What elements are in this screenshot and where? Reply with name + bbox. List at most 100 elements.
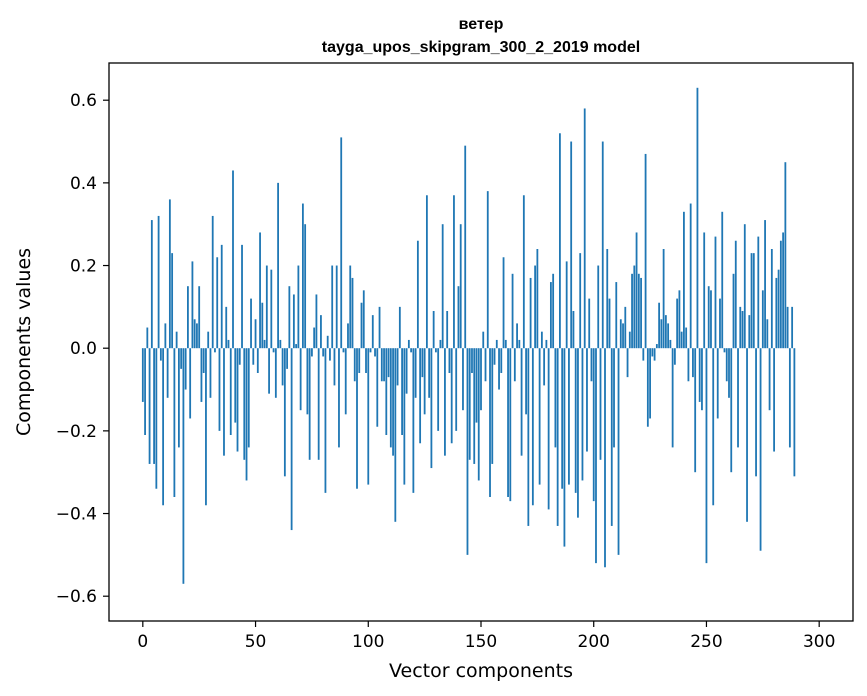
bar-269	[748, 315, 751, 349]
bar-227	[653, 348, 656, 361]
bar-67	[292, 294, 295, 349]
bar-117	[405, 348, 408, 394]
bar-216	[628, 331, 631, 349]
bar-219	[635, 232, 638, 349]
bar-188	[565, 261, 568, 349]
bar-205	[604, 348, 606, 568]
bar-281	[775, 277, 778, 349]
bar-202	[597, 265, 600, 349]
bar-112	[394, 348, 397, 522]
bar-42	[236, 348, 239, 452]
bar-263	[734, 240, 737, 349]
bar-264	[737, 348, 739, 448]
bar-144	[466, 348, 469, 555]
bar-127	[428, 348, 431, 398]
bar-29	[207, 331, 210, 349]
bar-220	[637, 273, 640, 349]
bar-96	[358, 348, 361, 373]
bar-79	[320, 315, 322, 349]
x-tick-label: 250	[690, 632, 722, 652]
bar-208	[610, 348, 613, 526]
bar-97	[360, 302, 363, 349]
bar-237	[676, 298, 679, 349]
bar-34	[218, 348, 221, 431]
bar-86	[335, 265, 338, 349]
bar-238	[678, 290, 681, 349]
bar-75	[311, 348, 313, 357]
bar-234	[669, 339, 672, 349]
bar-126	[425, 195, 428, 349]
bar-58	[272, 348, 275, 353]
bar-81	[324, 348, 327, 493]
bar-226	[651, 348, 654, 357]
bar-235	[671, 348, 674, 448]
bar-267	[743, 224, 746, 349]
bar-130	[435, 348, 437, 353]
bar-276	[764, 220, 766, 349]
bar-93	[351, 277, 354, 349]
bar-280	[773, 348, 775, 452]
bar-271	[752, 253, 755, 349]
bar-49	[252, 348, 255, 365]
bar-80	[322, 348, 325, 357]
bar-9	[162, 348, 165, 506]
bar-4	[150, 220, 153, 349]
bar-209	[613, 348, 615, 448]
bar-190	[570, 141, 573, 349]
bar-3	[148, 348, 151, 464]
bar-257	[721, 211, 724, 349]
bar-52	[259, 232, 261, 349]
bar-124	[421, 348, 424, 378]
bar-261	[730, 348, 733, 473]
bar-59	[274, 348, 277, 398]
bar-99	[365, 348, 367, 373]
bar-13	[171, 253, 174, 349]
bar-145	[468, 348, 471, 460]
bar-17	[180, 348, 183, 369]
bar-128	[430, 348, 433, 469]
bar-285	[784, 162, 787, 349]
bar-107	[383, 348, 385, 382]
bar-55	[265, 265, 268, 349]
bar-21	[189, 348, 192, 419]
y-tick-label: 0.6	[70, 91, 97, 111]
bar-90	[344, 348, 347, 415]
bar-200	[592, 348, 595, 502]
bar-162	[507, 348, 509, 497]
bar-10	[164, 323, 167, 349]
bar-246	[696, 87, 699, 349]
bar-63	[283, 348, 286, 477]
bar-136	[448, 348, 451, 373]
bar-38	[227, 339, 230, 349]
bar-40	[232, 170, 234, 349]
bar-259	[725, 348, 728, 382]
bar-223	[644, 153, 647, 349]
bar-69	[297, 265, 300, 349]
bar-186	[561, 348, 564, 489]
bar-277	[766, 319, 769, 349]
y-tick-label: −0.4	[56, 505, 97, 525]
bar-35	[220, 244, 223, 349]
bar-196	[583, 108, 586, 349]
bar-140	[457, 286, 460, 349]
bar-91	[347, 323, 349, 349]
bar-31	[211, 215, 214, 349]
bar-248	[701, 348, 703, 411]
bar-89	[342, 348, 345, 353]
bar-194	[579, 253, 582, 349]
bar-109	[387, 348, 390, 378]
bar-288	[791, 306, 794, 349]
bar-278	[768, 348, 771, 411]
bar-182	[552, 273, 555, 349]
bar-222	[642, 348, 645, 361]
bar-282	[777, 269, 780, 349]
bar-101	[369, 348, 372, 353]
bar-37	[225, 306, 228, 349]
y-axis-label: Components values	[13, 248, 35, 436]
bar-232	[664, 315, 667, 349]
bar-2	[146, 327, 149, 349]
y-tick-label: 0.0	[70, 339, 97, 359]
bar-6	[155, 348, 158, 489]
bar-83	[329, 348, 331, 361]
bar-14	[173, 348, 176, 497]
